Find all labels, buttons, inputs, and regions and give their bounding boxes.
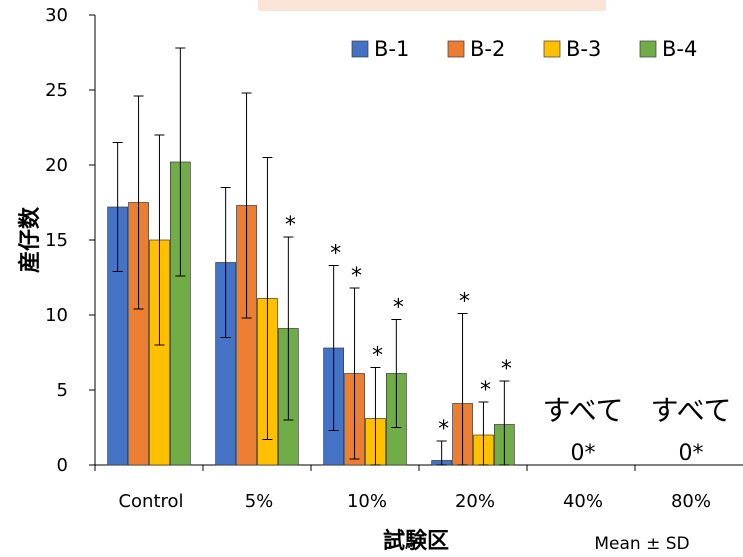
significance-marker: *	[393, 296, 404, 321]
significance-marker: *	[372, 344, 383, 369]
annotation-all: すべて	[651, 394, 732, 427]
y-tick-label: 30	[45, 5, 68, 26]
significance-marker: *	[285, 213, 296, 238]
x-tick-label: Control	[118, 491, 183, 512]
legend-swatch-B-2	[447, 40, 465, 58]
y-tick-label: 25	[45, 80, 68, 101]
y-tick-label: 10	[45, 305, 68, 326]
y-tick-label: 0	[57, 455, 68, 476]
legend-label-B-4: B-4	[662, 37, 697, 61]
legend-swatch-B-1	[351, 40, 369, 58]
annotation-zero: 0*	[679, 441, 704, 466]
significance-marker: *	[438, 417, 449, 442]
legend-label-B-2: B-2	[470, 37, 505, 61]
legend-label-B-3: B-3	[566, 37, 601, 61]
significance-marker: *	[330, 242, 341, 267]
x-axis-title: 試験区	[383, 528, 449, 554]
y-tick-label: 5	[57, 380, 68, 401]
significance-marker: *	[459, 290, 470, 315]
x-tick-label: 10%	[347, 491, 387, 512]
y-tick-label: 20	[45, 155, 68, 176]
legend-swatch-B-3	[543, 40, 561, 58]
legend-swatch-B-4	[639, 40, 657, 58]
y-axis-title: 産仔数	[17, 206, 43, 273]
x-tick-label: 80%	[671, 491, 711, 512]
legend-label-B-1: B-1	[374, 37, 409, 61]
y-tick-label: 15	[45, 230, 68, 251]
x-tick-label: 20%	[455, 491, 495, 512]
annotation-all: すべて	[543, 394, 624, 427]
annotation-zero: 0*	[571, 441, 596, 466]
significance-marker: *	[480, 378, 491, 403]
mean-sd-note: Mean ± SD	[594, 534, 689, 554]
significance-marker: *	[351, 264, 362, 289]
significance-marker: *	[501, 357, 512, 382]
x-tick-label: 40%	[563, 491, 603, 512]
top-banner	[258, 0, 606, 11]
x-tick-label: 5%	[245, 491, 274, 512]
